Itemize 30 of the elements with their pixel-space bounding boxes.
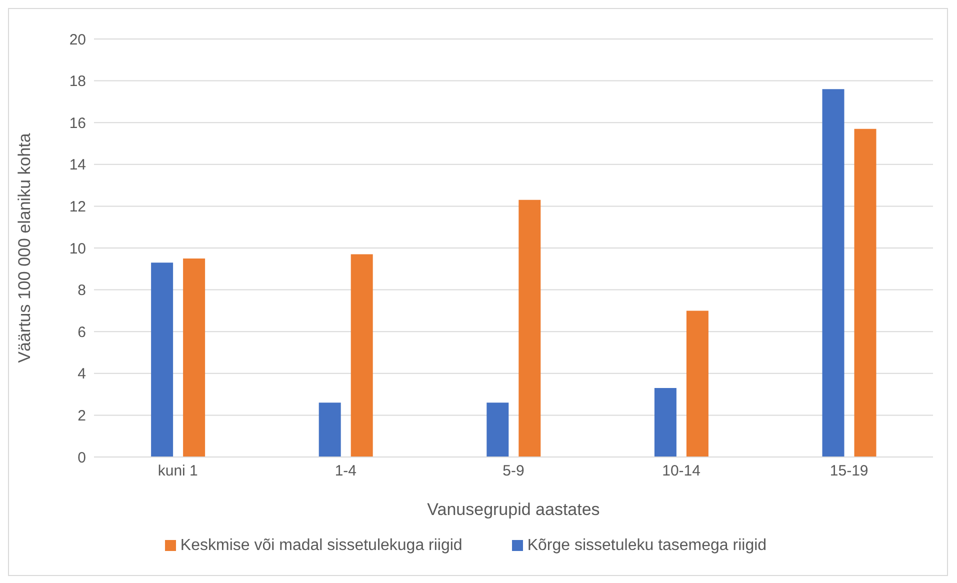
y-tick-label: 2 (78, 408, 86, 425)
bar (486, 402, 509, 457)
y-tick-label: 8 (78, 282, 86, 300)
bar (822, 89, 844, 457)
y-tick-label: 12 (69, 198, 86, 216)
y-tick-label: 20 (69, 31, 86, 48)
bar (318, 402, 341, 457)
bar (350, 254, 373, 457)
y-tick-label: 18 (69, 73, 86, 90)
x-tick-label: 5-9 (502, 462, 524, 480)
y-tick-label: 0 (78, 449, 86, 466)
y-tick-label: 10 (69, 240, 86, 258)
bar (686, 310, 708, 457)
x-tick-label: 1-4 (334, 462, 357, 480)
legend-label: Kõrge sissetuleku tasemega riigid (527, 537, 767, 554)
bar (518, 200, 541, 457)
x-tick-label: 15-19 (830, 462, 868, 480)
legend-label: Keskmise või madal sissetulekuga riigid (180, 537, 462, 554)
y-tick-label: 6 (78, 324, 86, 341)
y-axis-title: Väärtus 100 000 elaniku kohta (15, 132, 34, 363)
x-tick-label: 10-14 (662, 462, 700, 480)
x-axis-title: Vanusegrupid aastates (427, 500, 600, 519)
x-tick-label: kuni 1 (158, 462, 198, 480)
bar (654, 388, 676, 457)
y-tick-label: 16 (69, 114, 86, 132)
y-tick-label: 14 (69, 156, 86, 174)
bar (854, 128, 876, 457)
bar (183, 258, 206, 457)
bar (151, 262, 174, 457)
y-tick-label: 4 (78, 366, 86, 383)
